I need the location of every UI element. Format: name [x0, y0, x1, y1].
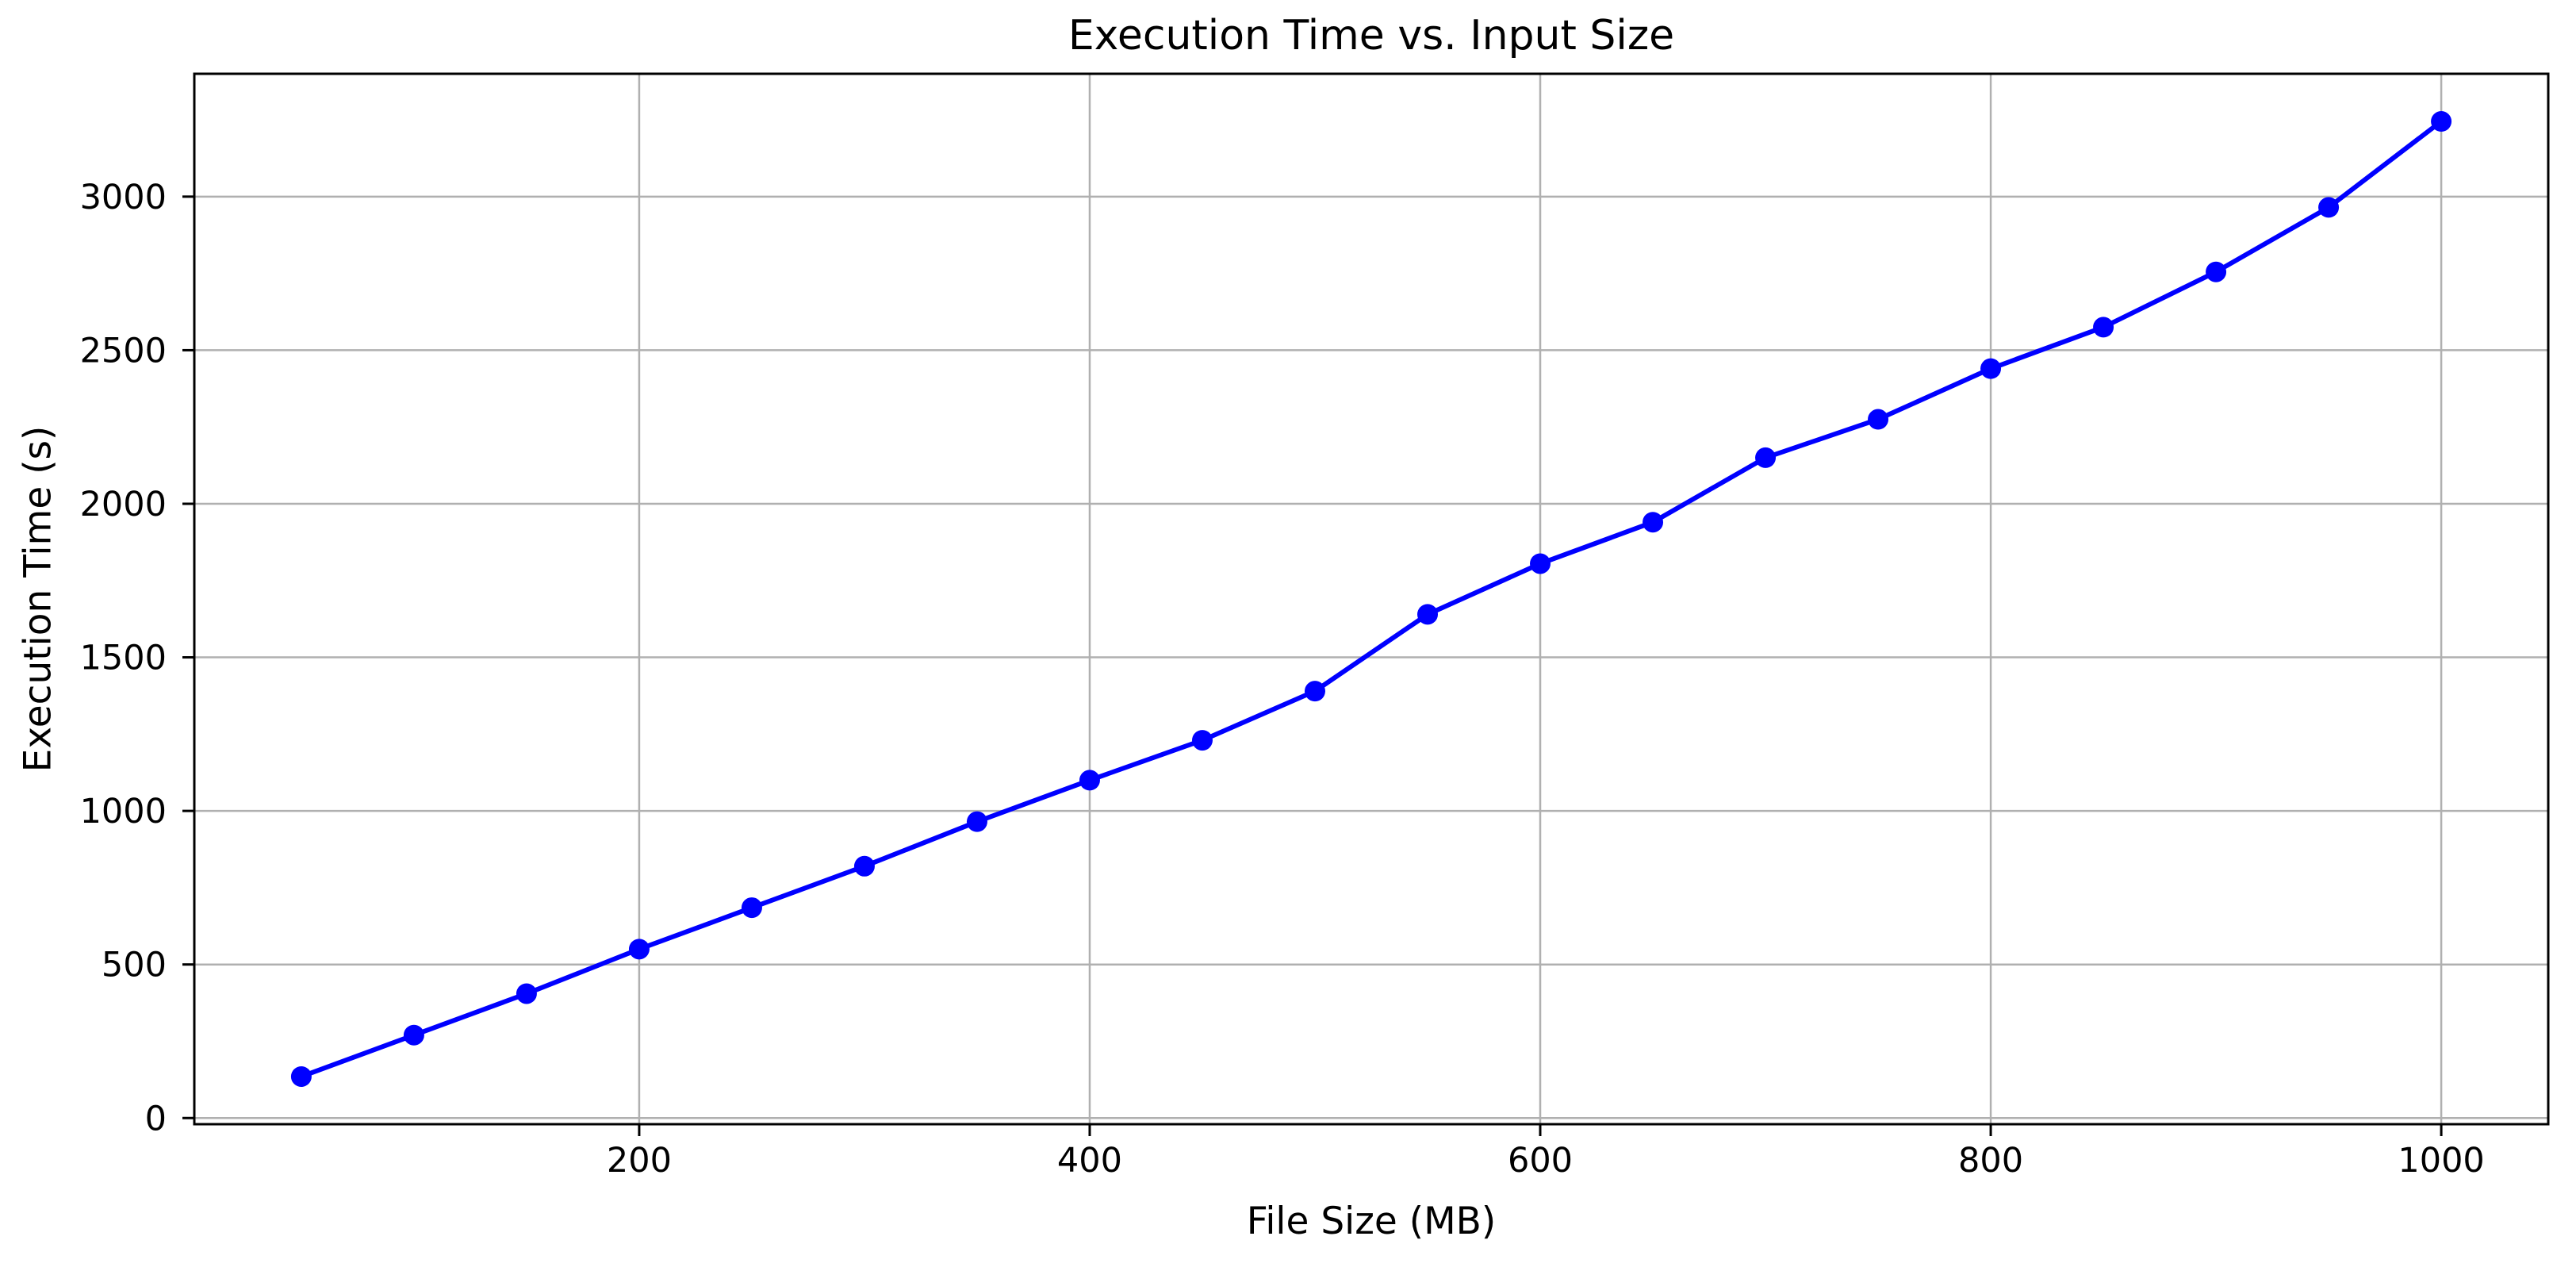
axes-spines	[193, 72, 2550, 1126]
x-tick-label: 200	[607, 1141, 672, 1181]
data-point	[2093, 317, 2114, 338]
y-tick-label: 0	[145, 1099, 167, 1138]
data-line	[298, 119, 2444, 1079]
data-point	[1304, 681, 1325, 702]
data-point	[1755, 447, 1777, 468]
y-tick-label: 2500	[80, 331, 167, 371]
y-tick-label: 3000	[80, 178, 167, 217]
data-point	[2206, 261, 2227, 282]
plot-background	[194, 74, 2548, 1124]
x-tick-label: 1000	[2398, 1141, 2484, 1181]
data-point	[2318, 197, 2340, 218]
y-tick-label: 2000	[80, 485, 167, 524]
data-point	[2431, 111, 2452, 132]
data-point	[853, 855, 875, 877]
y-tick-label: 500	[102, 946, 167, 985]
x-axis-label: File Size (MB)	[1246, 1200, 1497, 1243]
data-point	[403, 1024, 424, 1046]
y-tick-label: 1500	[80, 639, 167, 678]
data-point	[628, 939, 650, 960]
data-point	[290, 1065, 312, 1087]
data-point	[1530, 553, 1551, 574]
data-point	[966, 811, 987, 832]
data-point	[1079, 770, 1100, 791]
x-tick-label: 600	[1508, 1141, 1573, 1181]
data-point	[1980, 358, 2002, 379]
data-point	[1191, 730, 1213, 751]
y-tick-label: 1000	[80, 792, 167, 831]
x-tick-label: 400	[1057, 1141, 1122, 1181]
data-point	[1417, 604, 1439, 625]
data-point	[1868, 409, 1889, 430]
data-point	[516, 983, 537, 1004]
chart-title: Execution Time vs. Input Size	[1068, 12, 1675, 60]
x-tick-label: 800	[1958, 1141, 2023, 1181]
data-point	[741, 897, 762, 919]
data-point	[1643, 512, 1664, 533]
